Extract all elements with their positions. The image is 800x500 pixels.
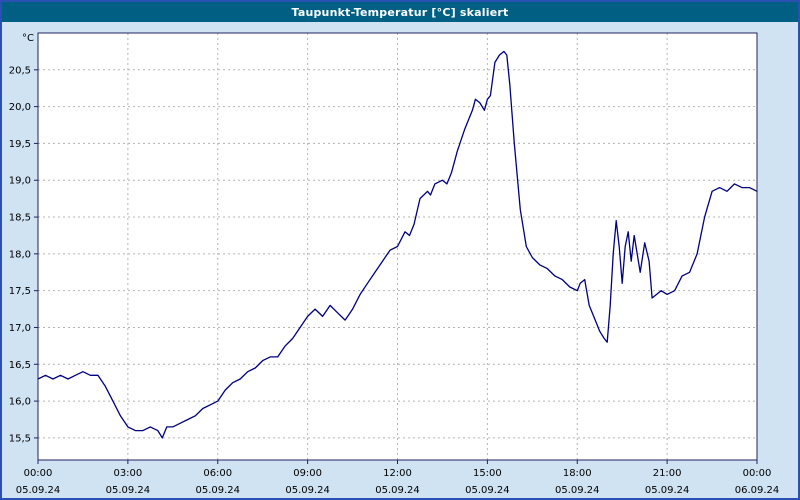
dewpoint-line — [37, 50, 758, 439]
x-tick-time: 09:00 — [293, 468, 322, 479]
y-tick-label: 20,5 — [9, 65, 31, 76]
x-tick-date: 05.09.24 — [375, 485, 420, 496]
x-tick-time: 00:00 — [743, 468, 772, 479]
y-tick-label: 17,0 — [9, 323, 31, 334]
x-tick-time: 15:00 — [473, 468, 502, 479]
x-tick-date: 06.09.24 — [735, 485, 780, 496]
x-tick-time: 03:00 — [113, 468, 142, 479]
x-tick-time: 06:00 — [203, 468, 232, 479]
x-tick-date: 05.09.24 — [465, 485, 510, 496]
x-tick-date: 05.09.24 — [555, 485, 600, 496]
dewpoint-chart: 15,5 16,0 16,5 17,0 17,5 18,0 18,5 19,0 19,5 20,0… — [9, 32, 780, 496]
y-axis-unit-label: °C — [22, 33, 34, 44]
y-tick-label: 20,0 — [9, 102, 31, 113]
x-tick-date: 05.09.24 — [106, 485, 151, 496]
chart-title: Taupunkt-Temperatur [°C] skaliert — [291, 5, 509, 19]
x-tick-time: 12:00 — [383, 468, 412, 479]
plot-frame — [37, 32, 758, 461]
x-tick-date: 05.09.24 — [195, 485, 240, 496]
y-tick-label: 18,0 — [9, 249, 31, 260]
chart-area: 15,5 16,0 16,5 17,0 17,5 18,0 18,5 19,0 19,5 20,0… — [2, 22, 798, 498]
x-tick-time: 00:00 — [24, 468, 53, 479]
x-tick-time: 21:00 — [653, 468, 682, 479]
x-tick-date: 05.09.24 — [16, 485, 61, 496]
y-tick-label: 18,5 — [9, 213, 31, 224]
y-tick-label: 16,5 — [9, 360, 31, 371]
y-tick-label: 19,0 — [9, 176, 31, 187]
title-bar: Taupunkt-Temperatur [°C] skaliert — [2, 2, 798, 22]
y-tick-label: 19,5 — [9, 139, 31, 150]
y-tick-label: 15,5 — [9, 433, 31, 444]
x-tick-time: 18:00 — [563, 468, 592, 479]
x-tick-date: 05.09.24 — [645, 485, 690, 496]
y-tick-label: 17,5 — [9, 286, 31, 297]
y-tick-label: 16,0 — [9, 397, 31, 408]
x-tick-date: 05.09.24 — [285, 485, 330, 496]
